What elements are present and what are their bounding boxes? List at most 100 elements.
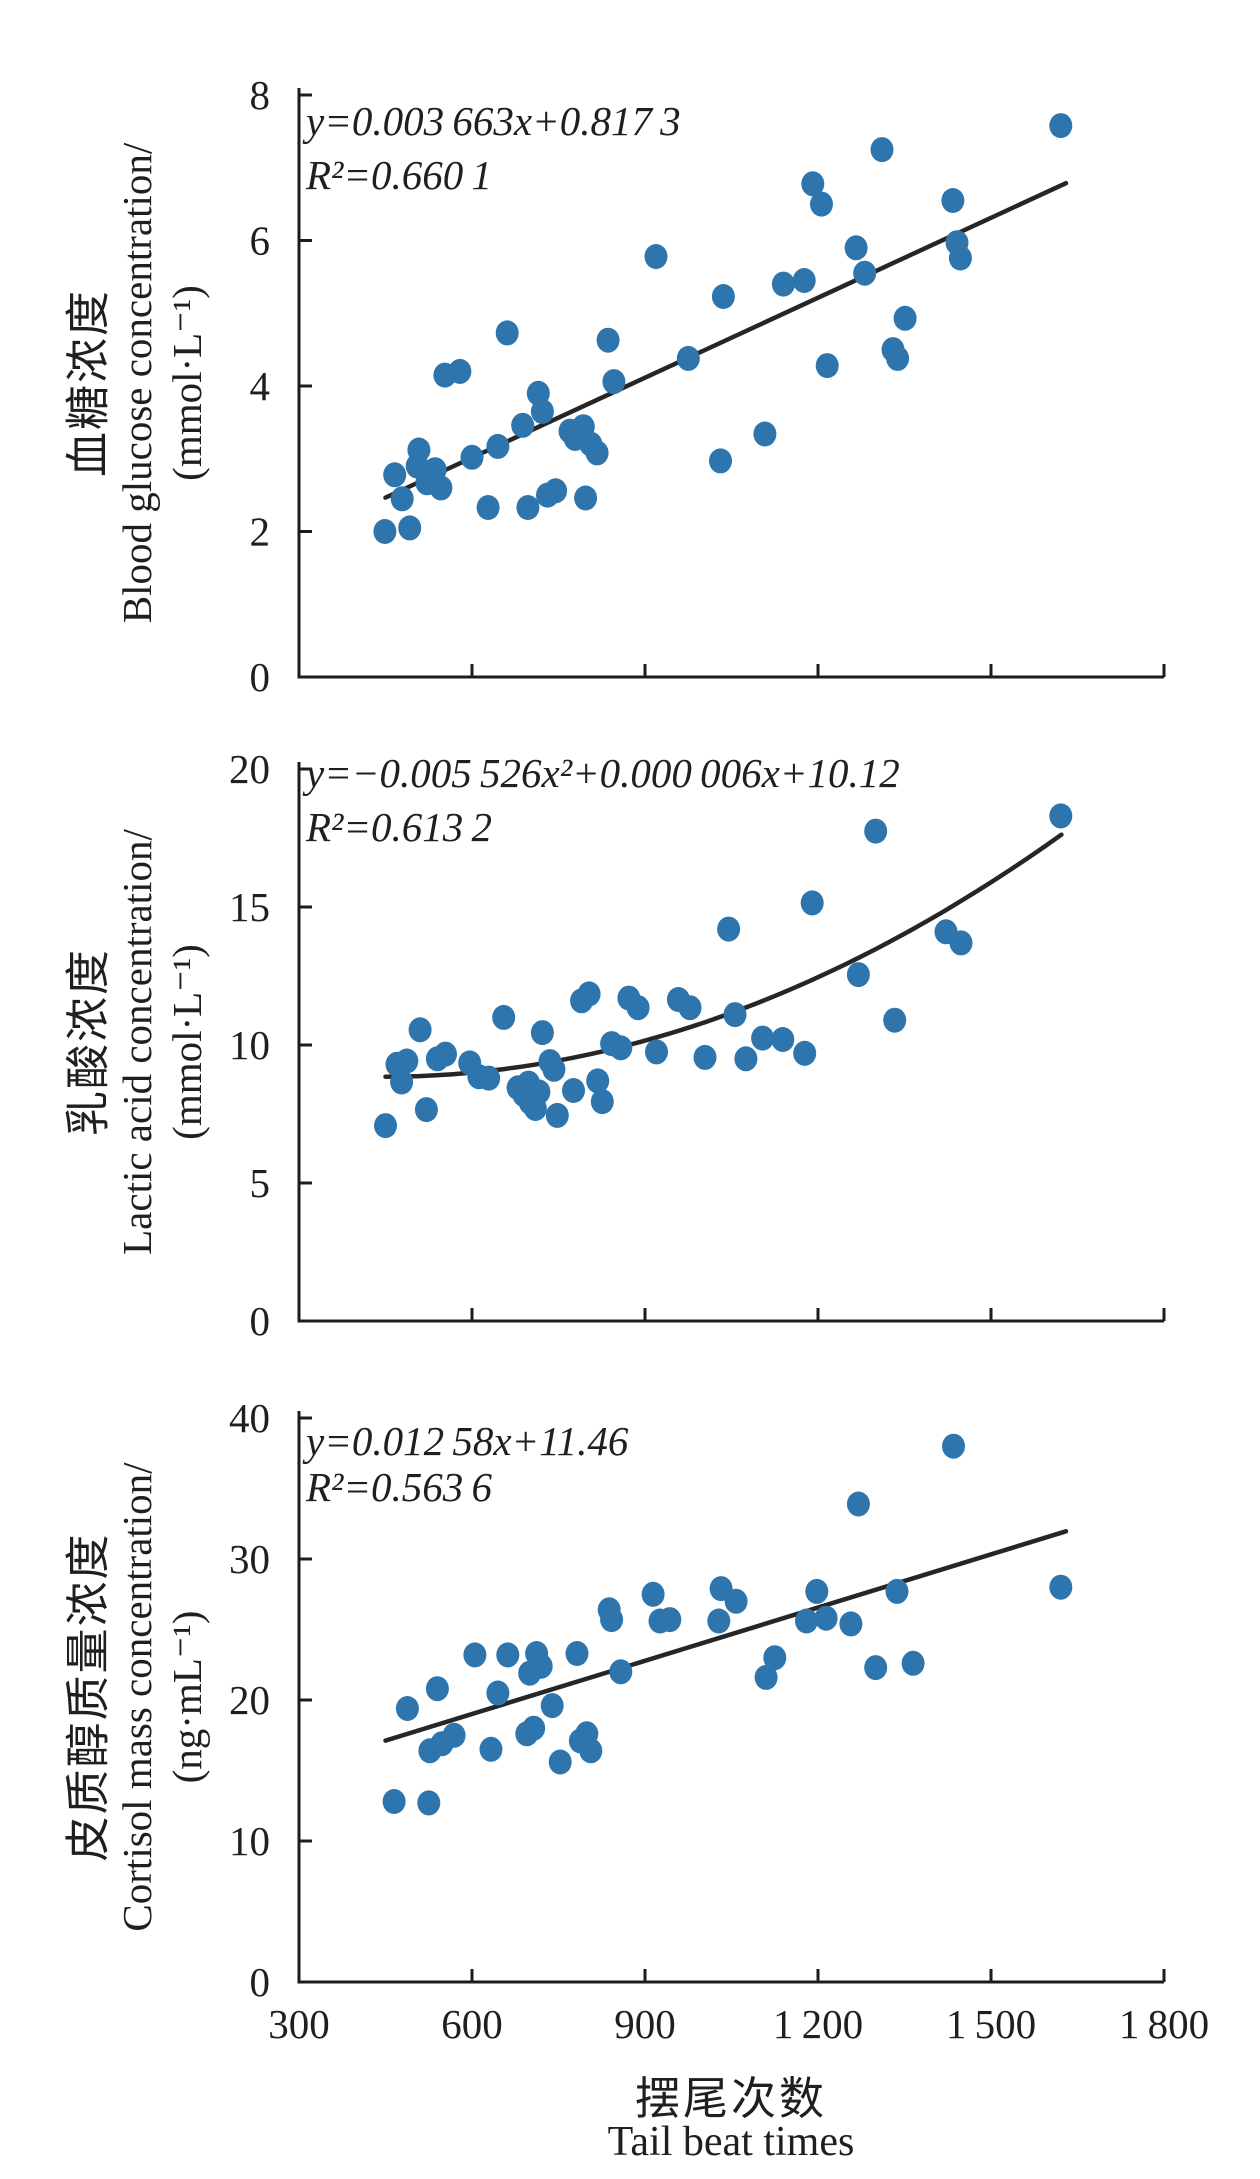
data-point [814,1605,838,1631]
x-axis-title-en: Tail beat times [607,2119,855,2165]
data-point [492,1004,516,1030]
x-tick-label: 600 [441,2001,503,2047]
data-point [434,1041,457,1067]
data-point [678,995,702,1021]
data-point [495,320,519,346]
panel2-ylabel-unit: (mmol·L⁻¹) [164,944,210,1140]
data-point [886,345,910,371]
data-point [585,440,609,466]
data-point [460,444,484,470]
data-point [864,1655,888,1681]
data-point [408,1017,432,1043]
data-point [641,1581,665,1607]
panel1-ylabel-unit: (mmol·L⁻¹) [164,285,210,481]
data-point [883,1007,907,1033]
data-point [609,1035,633,1061]
data-point [545,1102,569,1128]
y-tick-label: 0 [250,1298,271,1344]
data-point [846,1491,870,1517]
data-point [645,1039,668,1065]
data-point [948,245,972,271]
data-point [522,1715,546,1741]
data-point [800,890,824,916]
data-point [810,191,833,217]
panel2-equation: y=−0.005 526x²+0.000 006x+10.12 [306,750,900,796]
data-point [600,1607,624,1633]
data-point [644,244,668,269]
data-point [383,462,407,488]
data-point [763,1645,787,1671]
data-point [407,437,431,463]
panel2-fit-curve [383,832,1064,1079]
data-point [544,478,568,504]
y-tick-label: 20 [229,746,270,792]
data-point [373,519,397,544]
data-point [941,188,965,213]
x-tick-label: 1 500 [946,2001,1036,2047]
panel3-ylabel-unit: (ng·mL⁻¹) [164,1610,210,1784]
data-point [815,353,839,379]
data-point [390,486,414,512]
data-point [771,271,795,297]
data-point [417,1790,441,1816]
panel1-ylabel-en: Blood glucose concentration/ [114,142,160,624]
data-point [658,1607,682,1633]
data-point [734,1046,758,1072]
data-point [901,1650,925,1676]
panel2-ylabel-en: Lactic acid concentration/ [114,829,160,1255]
data-point [602,369,626,395]
panel3-ylabel-zh: 皮质醇质量浓度 [63,1532,114,1862]
x-tick-label: 1 800 [1119,2001,1209,2047]
data-point [486,1680,510,1706]
x-axis-title-zh: 摆尾次数 [634,2074,828,2124]
data-point [586,1068,610,1094]
data-point [382,1789,406,1814]
data-point [542,1056,566,1082]
data-point [1049,113,1073,139]
y-tick-label: 10 [229,1022,270,1068]
data-point [425,1676,449,1702]
data-point [442,1722,466,1748]
x-tick-label: 300 [268,2001,330,2047]
y-tick-label: 40 [229,1395,270,1441]
panel3-r-squared: R²=0.563 6 [306,1464,492,1510]
data-point [724,1588,748,1614]
y-tick-label: 6 [250,218,271,264]
data-point [839,1611,863,1637]
data-point [529,1653,553,1679]
data-point [390,1069,414,1095]
data-point [844,235,868,261]
data-point [562,1078,585,1103]
data-point [477,1065,501,1091]
data-point [846,962,870,988]
y-tick-label: 15 [229,884,270,930]
data-point [949,930,973,956]
y-tick-label: 2 [250,509,271,555]
data-point [548,1749,572,1775]
data-point [530,399,554,424]
y-tick-label: 8 [250,72,271,118]
data-point [709,448,732,474]
data-point [476,495,500,520]
data-point [693,1044,717,1070]
data-point [414,1097,438,1123]
data-point [429,475,453,501]
data-point [885,1578,909,1604]
data-point [753,421,777,447]
y-tick-label: 10 [229,1818,270,1864]
data-point [793,1040,817,1066]
panel1-equation: y=0.003 663x+0.817 3 [306,98,681,144]
panel1-ylabel-zh: 血糖浓度 [63,288,114,478]
data-point [590,1089,614,1115]
data-point [707,1608,731,1634]
panel2-r-squared: R²=0.613 2 [306,804,492,850]
x-tick-label: 900 [614,2001,676,2047]
data-point [527,1079,551,1105]
data-point [398,515,422,541]
y-tick-label: 0 [250,654,271,700]
data-point [516,495,540,520]
y-tick-label: 4 [250,363,271,409]
data-point [711,284,735,309]
